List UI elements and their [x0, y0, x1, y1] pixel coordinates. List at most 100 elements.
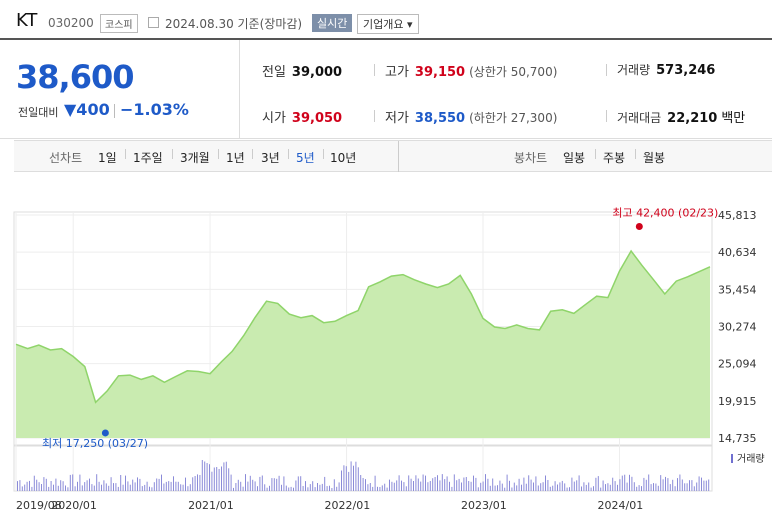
- volume-value: 573,246: [656, 63, 716, 78]
- stock-name: KT: [16, 10, 38, 31]
- volume-bar: [398, 475, 400, 491]
- volume-bar: [117, 486, 119, 491]
- volume-bar: [93, 485, 95, 491]
- volume-bar: [549, 486, 551, 491]
- volume-bar: [307, 487, 309, 491]
- tab-10y[interactable]: 10년: [330, 151, 357, 165]
- volume-bar: [81, 485, 83, 491]
- volume-bar: [542, 482, 544, 491]
- volume-bar: [290, 486, 292, 491]
- volume-bar: [153, 482, 155, 491]
- volume-bar: [540, 483, 542, 491]
- volume-bar: [297, 476, 299, 491]
- volume-bar: [624, 474, 626, 491]
- tab-daily[interactable]: 일봉: [563, 151, 586, 165]
- trade-value-label: 거래대금: [617, 111, 662, 125]
- volume-bar: [662, 479, 664, 491]
- volume-bar: [177, 481, 179, 491]
- volume-bar: [350, 461, 352, 491]
- volume-bar: [535, 476, 537, 491]
- volume-bar: [657, 485, 659, 491]
- volume-bar: [677, 478, 678, 491]
- volume-bar: [470, 481, 472, 491]
- volume-bar: [636, 486, 638, 491]
- volume-bars: [17, 460, 710, 491]
- cell-divider: [374, 64, 375, 76]
- price-area: [16, 251, 710, 438]
- volume-bar: [305, 481, 306, 491]
- volume-bar: [434, 477, 436, 491]
- volume-bar: [672, 479, 674, 491]
- volume-bar: [144, 484, 146, 491]
- volume-bar: [655, 483, 657, 491]
- company-overview-button[interactable]: 기업개요 ▾: [357, 14, 419, 34]
- volume-bar: [84, 482, 86, 491]
- volume-bar: [113, 483, 114, 491]
- tab-1w[interactable]: 1주일: [133, 151, 163, 165]
- volume-bar: [360, 475, 362, 491]
- volume-bar: [506, 474, 508, 491]
- volume-bar: [588, 482, 590, 491]
- volume-bar: [353, 465, 354, 491]
- tab-3m[interactable]: 3개월: [180, 151, 210, 165]
- volume-bar: [391, 481, 393, 491]
- volume-bar: [257, 486, 258, 491]
- volume-bar: [545, 475, 546, 491]
- tab-3y[interactable]: 3년: [261, 151, 280, 165]
- tab-1d[interactable]: 1일: [98, 151, 117, 165]
- volume-bar: [333, 479, 335, 491]
- open-cell: 시가 39,050: [262, 107, 342, 126]
- candle-chart-label: 봉차트: [514, 151, 548, 165]
- high-value: 39,150: [414, 65, 466, 80]
- volume-bar: [110, 477, 112, 491]
- volume-bar: [365, 479, 366, 491]
- volume-bar: [261, 475, 263, 491]
- volume-bar: [561, 480, 563, 491]
- volume-bar: [674, 486, 676, 491]
- volume-bar: [254, 481, 256, 491]
- volume-bar: [168, 481, 170, 491]
- volume-bar: [571, 477, 573, 491]
- volume-bar: [127, 481, 129, 491]
- volume-bar: [134, 482, 136, 491]
- volume-bar: [698, 476, 700, 491]
- tab-weekly[interactable]: 주봉: [603, 151, 626, 165]
- volume-bar: [149, 486, 150, 491]
- realtime-button[interactable]: 실시간: [312, 14, 353, 32]
- volume-bar: [441, 474, 443, 491]
- trade-value-unit: 백만: [721, 111, 746, 126]
- open-value: 39,050: [291, 111, 343, 126]
- volume-label: 거래량: [617, 63, 651, 77]
- volume-bar: [528, 475, 530, 491]
- prev-close-value: 39,000: [291, 65, 343, 80]
- volume-bar: [312, 481, 314, 491]
- max-point: [635, 222, 643, 230]
- y-tick-label: 35,454: [718, 283, 757, 296]
- cell-divider: [606, 110, 607, 122]
- volume-bar: [343, 465, 345, 491]
- tab-1y[interactable]: 1년: [226, 151, 245, 165]
- volume-bar: [249, 475, 251, 491]
- volume-bar: [187, 486, 189, 491]
- cell-divider: [374, 110, 375, 122]
- volume-bar: [679, 474, 681, 491]
- volume-bar: [139, 478, 141, 491]
- volume-bar: [557, 484, 558, 491]
- volume-bar: [629, 474, 630, 491]
- volume-bar: [703, 480, 705, 491]
- volume-bar: [429, 481, 431, 491]
- volume-bar: [609, 484, 611, 491]
- volume-bar: [643, 477, 645, 491]
- volume-bar: [573, 481, 575, 491]
- volume-bar: [410, 478, 412, 491]
- tab-5y[interactable]: 5년: [296, 151, 315, 165]
- volume-bar: [314, 487, 316, 491]
- volume-bar: [278, 475, 280, 491]
- volume-bar: [408, 475, 410, 491]
- volume-bar: [451, 486, 453, 491]
- volume-bar: [593, 486, 594, 491]
- volume-legend-swatch: [731, 454, 733, 463]
- tab-monthly[interactable]: 월봉: [643, 151, 666, 165]
- tabbar-divider: [398, 141, 399, 172]
- volume-bar: [228, 468, 230, 491]
